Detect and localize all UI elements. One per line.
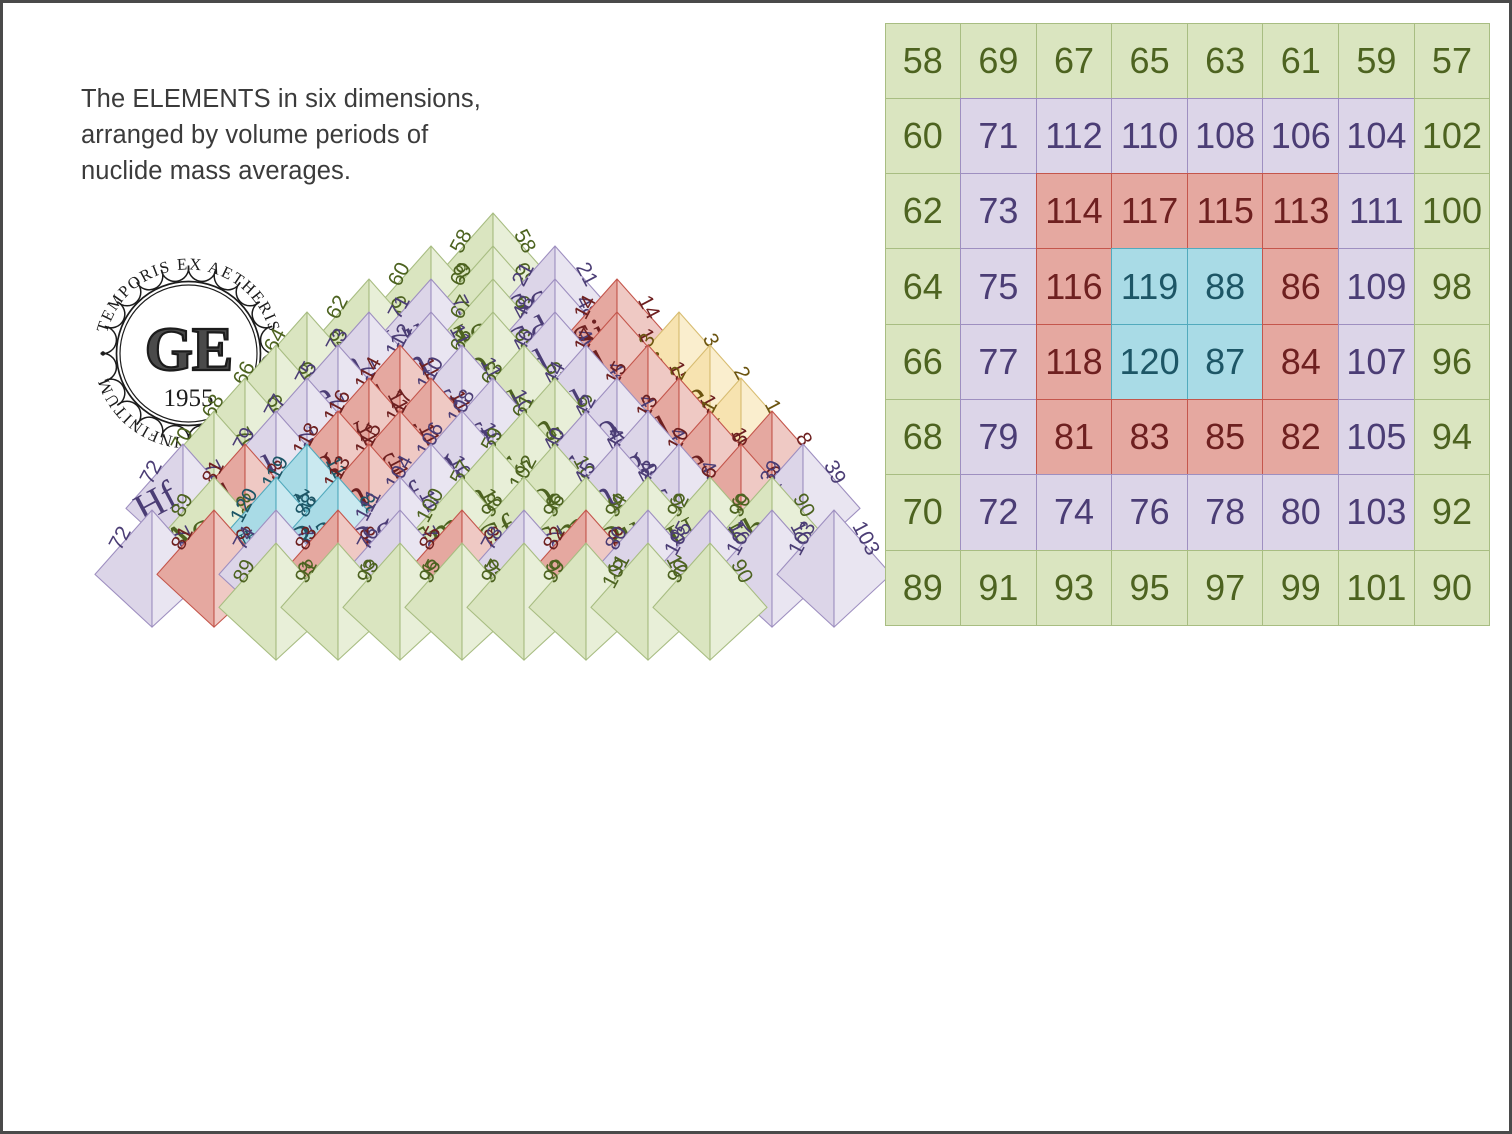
grid-cell: 118 [1035, 323, 1113, 400]
grid-cell: 91 [960, 549, 1037, 626]
grid-cell: 70 [884, 474, 962, 551]
grid-cell: 94 [1413, 398, 1491, 476]
grid-cell: 67 [1035, 22, 1113, 99]
grid-cell: 109 [1338, 248, 1415, 325]
grid-cell: 90 [1413, 549, 1491, 626]
grid-cell: 101 [1338, 549, 1415, 626]
grid-cell: 103 [1338, 474, 1415, 551]
grid-cell: 83 [1111, 398, 1188, 476]
grid-cell: 113 [1262, 173, 1340, 250]
grid-cell: 108 [1186, 97, 1264, 175]
grid-cell: 96 [1413, 323, 1491, 400]
grid-cell: 116 [1035, 248, 1113, 325]
grid-cell: 112 [1035, 97, 1113, 175]
grid-cell: 58 [884, 22, 962, 99]
grid-cell: 61 [1262, 22, 1340, 99]
grid-cell: 74 [1035, 474, 1113, 551]
grid-cell: 64 [884, 248, 962, 325]
seal-monogram: GE [145, 316, 233, 384]
grid-cell: 97 [1186, 549, 1264, 626]
grid-cell: 106 [1262, 97, 1340, 175]
grid-cell: 84 [1262, 323, 1340, 400]
page-title: The ELEMENTS in six dimensions, arranged… [81, 85, 481, 186]
grid-cell: 60 [884, 97, 962, 175]
grid-cell: 82 [1262, 398, 1340, 476]
grid-cell: 120 [1111, 323, 1188, 400]
grid-cell: 73 [960, 173, 1037, 250]
element-grid-table: 58 69 67 65 63 61 59 57 60 71 112 110 108 106 104 102 62… [884, 22, 1491, 626]
grid-cell: 100 [1413, 173, 1491, 250]
grid-cell: 78 [1186, 474, 1264, 551]
grid-cell: 76 [1111, 474, 1188, 551]
grid-cell: 75 [960, 248, 1037, 325]
grid-cell: 104 [1338, 97, 1415, 175]
grid-cell: 65 [1111, 22, 1188, 99]
grid-cell: 111 [1338, 173, 1415, 250]
grid-cell: 93 [1035, 549, 1113, 626]
grid-cell: 85 [1186, 398, 1264, 476]
grid-cell: 80 [1262, 474, 1340, 551]
grid-cell: 92 [1413, 474, 1491, 551]
grid-cell: 68 [884, 398, 962, 476]
grid-cell: 57 [1413, 22, 1491, 99]
pyramid-tile: 103 103 [776, 509, 892, 628]
grid-cell: 98 [1413, 248, 1491, 325]
grid-cell: 105 [1338, 398, 1415, 476]
grid-cell: 66 [884, 323, 962, 400]
grid-cell: 110 [1111, 97, 1188, 175]
grid-cell: 71 [960, 97, 1037, 175]
grid-cell: 87 [1186, 323, 1264, 400]
grid-cell: 88 [1186, 248, 1264, 325]
grid-cell: 69 [960, 22, 1037, 99]
grid-cell: 72 [960, 474, 1037, 551]
grid-cell: 79 [960, 398, 1037, 476]
grid-cell: 119 [1111, 248, 1188, 325]
grid-cell: 86 [1262, 248, 1340, 325]
grid-cell: 59 [1338, 22, 1415, 99]
grid-cell: 117 [1111, 173, 1188, 250]
grid-cell: 62 [884, 173, 962, 250]
grid-cell: 89 [884, 549, 962, 626]
grid-cell: 114 [1035, 173, 1113, 250]
grid-cell: 99 [1262, 549, 1340, 626]
seal-year: 1955 [164, 385, 214, 412]
grid-cell: 115 [1186, 173, 1264, 250]
grid-cell: 81 [1035, 398, 1113, 476]
grid-cell: 63 [1186, 22, 1264, 99]
element-pyramid-diagram: 58 58 60 60 69 69 21 21 Sc 62 62 71 71 Lu 67 67 Ho 48 48 Cd… [3, 153, 903, 1103]
grid-cell: 107 [1338, 323, 1415, 400]
grid-cell: 95 [1111, 549, 1188, 626]
grid-cell: 102 [1413, 97, 1491, 175]
grid-cell: 77 [960, 323, 1037, 400]
pyramid-tile: 90 90 [652, 542, 768, 661]
